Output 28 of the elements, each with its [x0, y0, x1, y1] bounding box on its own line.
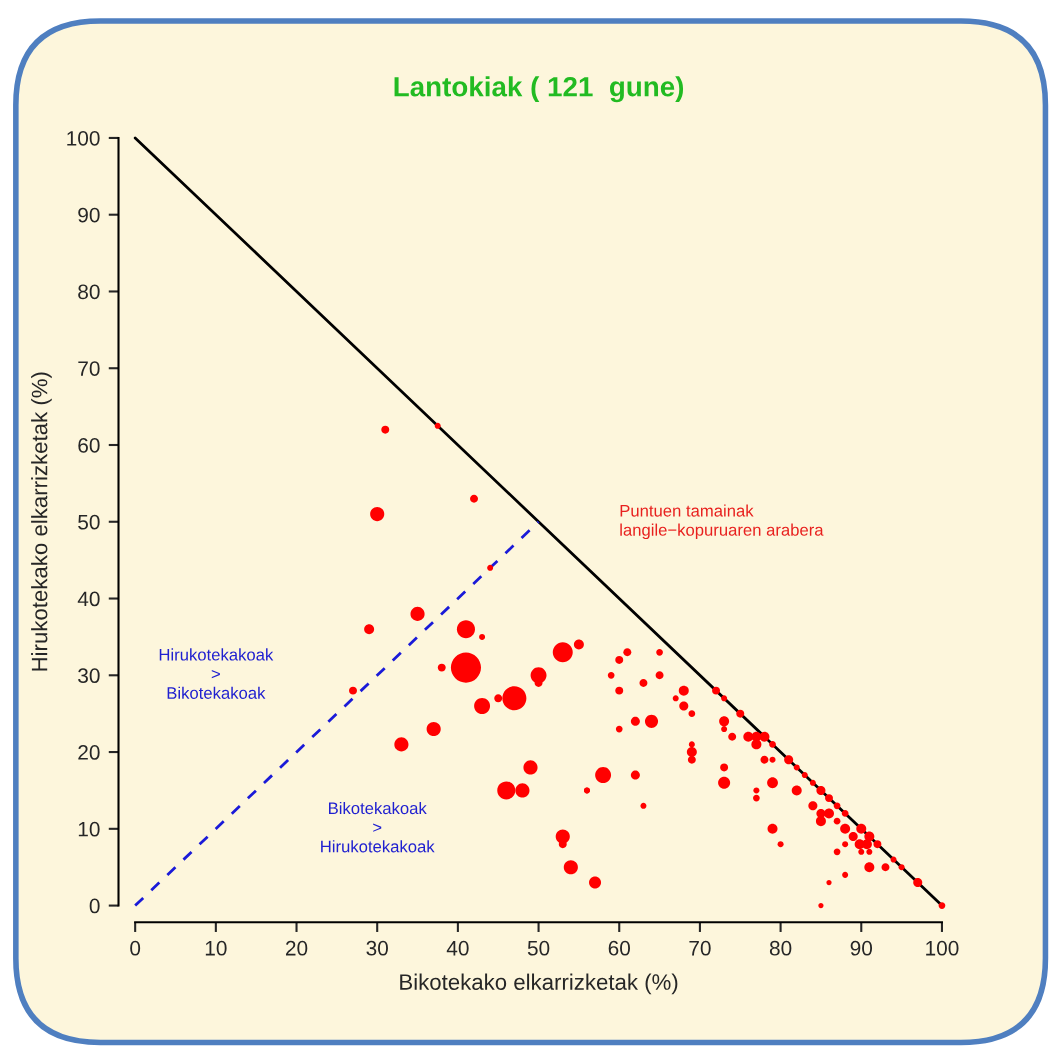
y-tick-label: 70 — [78, 361, 100, 376]
y-tick-label: 0 — [89, 898, 100, 914]
y-tick-label: 20 — [78, 745, 100, 760]
annotation: Puntuen tamainak langile−kopuruaren arabera — [620, 504, 824, 540]
x-tick-label: 10 — [205, 940, 227, 956]
x-tick-label: 100 — [926, 940, 959, 956]
x-tick-label: 40 — [446, 940, 469, 956]
y-tick-label: 80 — [78, 284, 100, 300]
y-tick-label: 60 — [78, 438, 100, 453]
x-tick-label: 30 — [366, 940, 388, 956]
y-tick-label: 90 — [78, 207, 100, 223]
x-tick-label: 60 — [608, 940, 631, 956]
y-tick-label: 50 — [78, 514, 100, 530]
chart-title: Lantokiak ( 121 gune) — [394, 76, 684, 103]
y-tick-label: 30 — [78, 668, 100, 684]
x-tick-label: 70 — [689, 940, 711, 956]
y-tick-label: 10 — [78, 821, 100, 837]
x-tick-label: 20 — [285, 940, 308, 956]
y-tick-label: 100 — [67, 130, 100, 146]
annotation: Hirukotekakoak > Bikotekakoak — [159, 648, 274, 699]
y-axis-title: Hirukotekako elkarrizketak (%) — [31, 372, 52, 671]
y-tick-label: 40 — [77, 591, 100, 607]
x-tick-label: 80 — [769, 940, 792, 956]
x-tick-label: 90 — [850, 940, 873, 956]
x-tick-label: 50 — [527, 940, 550, 956]
annotation: Bikotekakoak > Hirukotekakoak — [321, 801, 435, 853]
x-tick-label: 0 — [130, 940, 141, 956]
x-axis-title: Bikotekako elkarrizketak (%) — [400, 973, 678, 995]
